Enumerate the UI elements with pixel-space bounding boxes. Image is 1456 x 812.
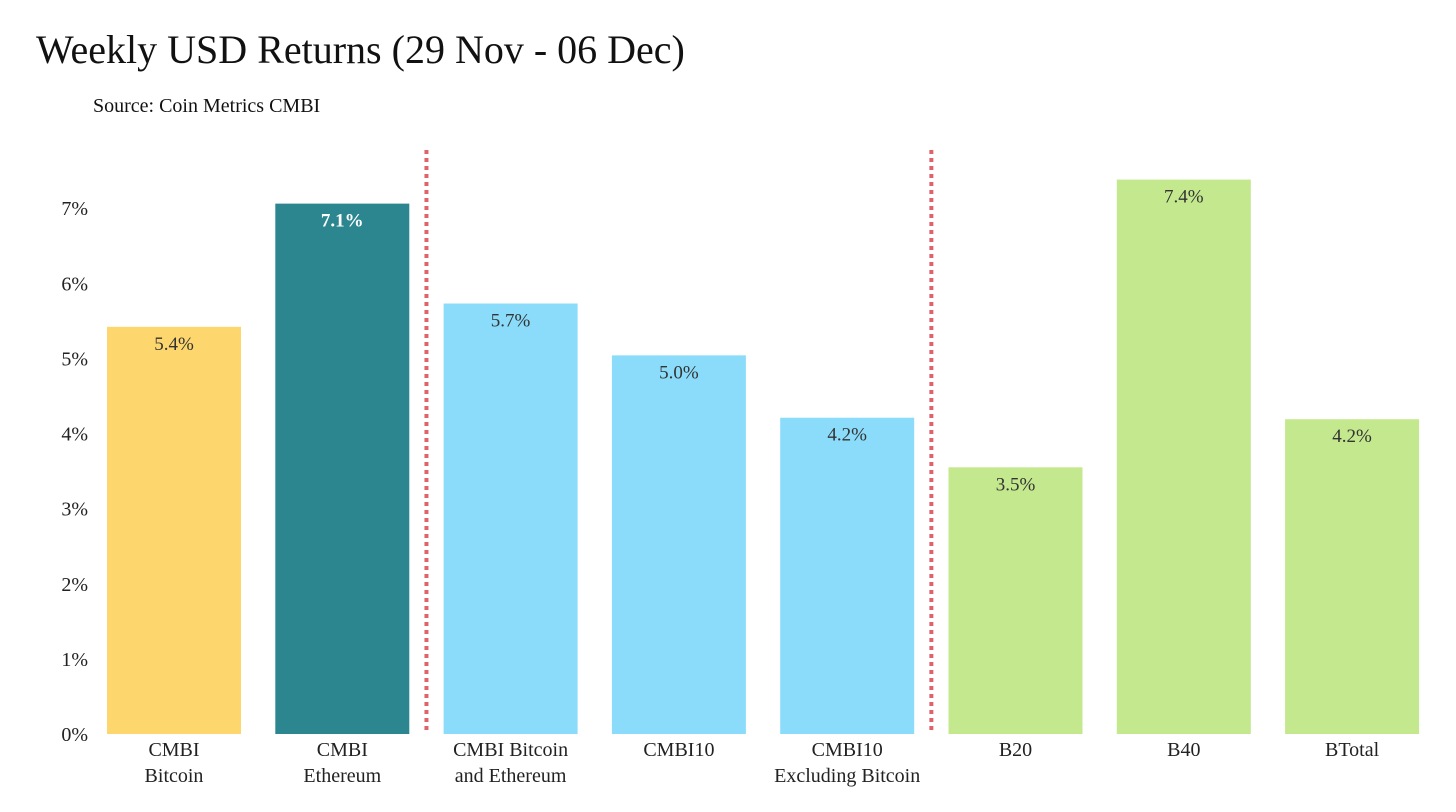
chart-subtitle: Source: Coin Metrics CMBI <box>93 95 321 117</box>
x-tick-label: B20 <box>999 739 1032 761</box>
x-tick-label: CMBI <box>317 739 368 761</box>
x-tick-label: Ethereum <box>303 765 381 787</box>
y-tick-label: 3% <box>61 499 88 521</box>
y-tick-label: 7% <box>61 198 88 220</box>
data-label: 4.2% <box>1332 426 1372 447</box>
x-tick-label: CMBI Bitcoin <box>453 739 568 761</box>
y-tick-label: 4% <box>61 424 88 446</box>
bar <box>443 303 578 734</box>
bar <box>275 203 410 734</box>
bar <box>1285 419 1420 734</box>
bar <box>948 467 1083 734</box>
y-tick-label: 2% <box>61 574 88 596</box>
y-tick-label: 6% <box>61 273 88 295</box>
data-label: 5.4% <box>154 334 194 355</box>
data-label: 5.7% <box>491 311 531 332</box>
x-axis: CMBI Bitcoin CMBI Ethereum CMBI Bitcoin and E… <box>145 739 1380 787</box>
x-tick-label: CMBI10 <box>812 739 883 761</box>
x-tick-label: and Ethereum <box>455 765 567 787</box>
y-axis: 0% 1% 2% 3% 4% 5% 6% 7% <box>61 198 88 746</box>
y-tick-label: 1% <box>61 649 88 671</box>
bar <box>611 355 746 734</box>
y-tick-label: 5% <box>61 348 88 370</box>
bar <box>1116 179 1251 734</box>
x-tick-label: CMBI10 <box>643 739 714 761</box>
x-tick-label: B40 <box>1167 739 1200 761</box>
data-label: 4.2% <box>827 425 867 446</box>
chart-title: Weekly USD Returns (29 Nov - 06 Dec) <box>36 27 685 72</box>
x-tick-label: CMBI <box>148 739 199 761</box>
data-label: 5.0% <box>659 362 699 383</box>
bar <box>780 417 915 734</box>
bar <box>107 326 241 734</box>
x-tick-label: Excluding Bitcoin <box>774 765 920 787</box>
x-tick-label: BTotal <box>1325 739 1380 761</box>
data-label: 7.1% <box>321 211 364 232</box>
bars <box>107 179 1420 734</box>
data-labels: 5.4% 7.1% 5.7% 5.0% 4.2% 3.5% 7.4% 4.2% <box>154 187 1372 496</box>
group-separators <box>424 150 934 734</box>
y-tick-label: 0% <box>61 724 88 746</box>
data-label: 3.5% <box>996 474 1036 495</box>
x-tick-label: Bitcoin <box>145 765 204 787</box>
data-label: 7.4% <box>1164 187 1204 208</box>
